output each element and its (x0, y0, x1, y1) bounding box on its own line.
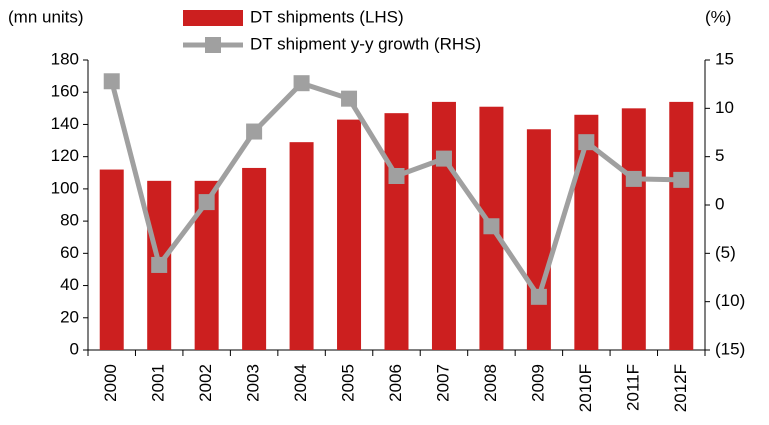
marker (578, 134, 595, 151)
bar (574, 114, 599, 351)
legend-label: DT shipment y-y growth (RHS) (250, 34, 481, 53)
marker (483, 218, 500, 235)
y-axis-unit: (mn units) (8, 7, 84, 26)
x-tick-label: 2011F (623, 364, 642, 411)
bar (337, 119, 362, 350)
x-tick-label: 2002 (196, 364, 215, 402)
x-tick-label: 2008 (481, 364, 500, 402)
y-tick-label: 160 (51, 82, 79, 101)
marker (103, 73, 120, 90)
legend-swatch (183, 10, 243, 26)
bar (384, 113, 409, 351)
x-tick-label: 2000 (101, 364, 120, 402)
marker (388, 168, 405, 184)
x-tick-label: 2007 (433, 364, 452, 402)
bar (242, 167, 267, 350)
x-tick-label: 2005 (339, 364, 358, 402)
x-tick-label: 2003 (244, 364, 263, 402)
bar (431, 101, 456, 350)
marker (151, 256, 168, 273)
y2-tick-label: (10) (715, 291, 745, 310)
y2-tick-label: 5 (715, 146, 724, 165)
y2-tick-label: (15) (715, 339, 745, 358)
marker (673, 171, 690, 188)
marker (246, 123, 263, 140)
y-tick-label: 80 (60, 211, 79, 230)
legend-label: DT shipments (LHS) (250, 7, 404, 26)
y2-tick-label: 0 (715, 194, 724, 213)
y2-tick-label: 10 (715, 98, 734, 117)
legend-marker (205, 37, 221, 53)
x-tick-label: 2012F (671, 364, 690, 412)
y-tick-label: 20 (60, 307, 79, 326)
bar (99, 169, 124, 350)
bar (526, 129, 551, 350)
x-tick-label: 2009 (528, 364, 547, 402)
marker (198, 194, 215, 211)
bar (669, 101, 694, 350)
y-tick-label: 40 (60, 275, 79, 294)
y-tick-label: 180 (51, 49, 79, 68)
x-tick-label: 2001 (149, 364, 168, 402)
marker (530, 288, 547, 305)
x-tick-label: 2006 (386, 364, 405, 402)
y-tick-label: 100 (51, 178, 79, 197)
marker (625, 170, 642, 187)
y2-tick-label: 15 (715, 49, 734, 68)
y-tick-label: 60 (60, 243, 79, 262)
bar (289, 142, 314, 350)
bar (621, 108, 646, 350)
y2-axis-unit: (%) (705, 7, 731, 26)
x-tick-label: 2004 (291, 364, 310, 402)
marker (293, 75, 310, 92)
y-tick-label: 120 (51, 146, 79, 165)
marker (341, 90, 358, 107)
y-tick-label: 140 (51, 114, 79, 133)
y-tick-label: 0 (70, 339, 79, 358)
x-tick-label: 2010F (576, 364, 595, 412)
marker (435, 150, 452, 167)
y2-tick-label: (5) (715, 243, 736, 262)
